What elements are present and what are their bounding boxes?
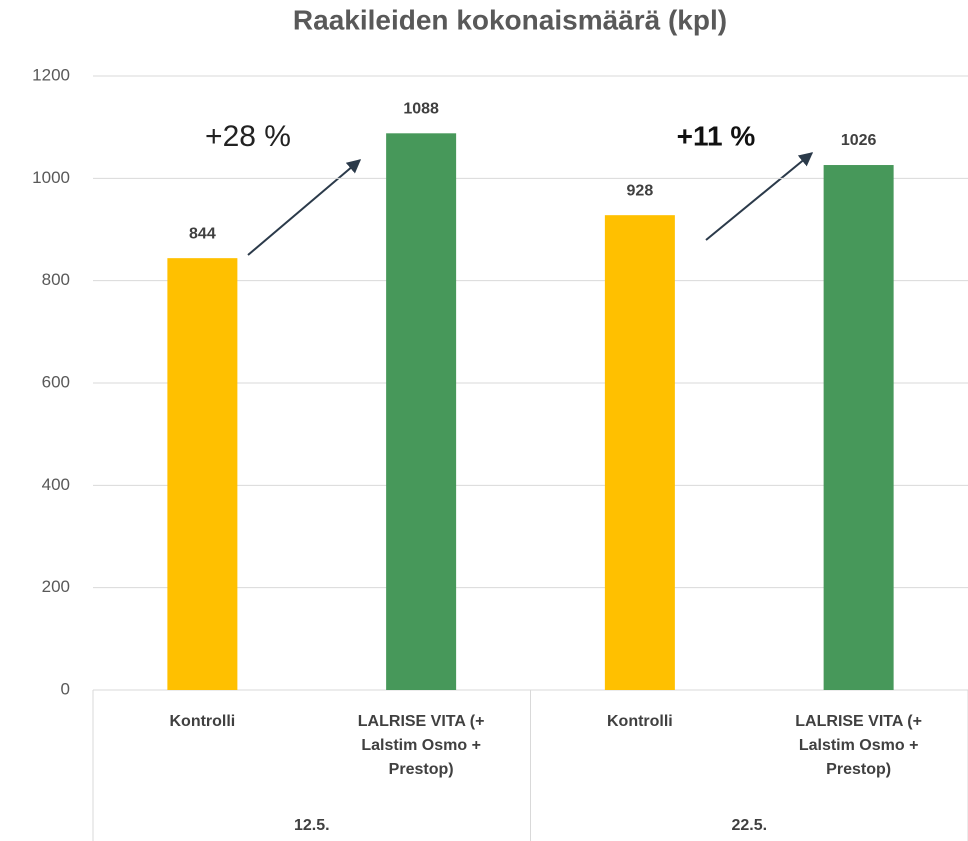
x-tick-label: LALRISE VITA (+ Lalstim Osmo + Prestop) (795, 713, 922, 778)
value-label: 1026 (841, 132, 877, 149)
group-label: 22.5. (731, 817, 767, 834)
value-label: 1088 (403, 101, 439, 118)
bar (823, 165, 894, 690)
annotation: +28 % (205, 120, 291, 153)
value-label: 928 (627, 182, 654, 199)
y-tick-label: 1000 (32, 168, 70, 187)
group-label: 12.5. (294, 817, 330, 834)
x-tick-label: Kontrolli (169, 713, 236, 730)
bar (167, 258, 238, 690)
arrow (247, 159, 362, 256)
value-label: 844 (189, 225, 216, 242)
y-tick-label: 1200 (32, 65, 70, 84)
y-tick-label: 800 (42, 270, 70, 289)
arrow (705, 152, 814, 241)
y-tick-label: 400 (42, 475, 70, 494)
y-tick-label: 200 (42, 577, 70, 596)
x-tick-label: Kontrolli (606, 713, 673, 730)
y-tick-label: 600 (42, 372, 70, 391)
annotation: +11 % (677, 120, 756, 151)
y-tick-label: 0 (61, 679, 70, 698)
chart-title: Raakileiden kokonaismäärä (kpl) (293, 4, 727, 35)
bar (386, 133, 457, 691)
x-tick-label: LALRISE VITA (+ Lalstim Osmo + Prestop) (357, 713, 485, 778)
bar (604, 215, 675, 690)
